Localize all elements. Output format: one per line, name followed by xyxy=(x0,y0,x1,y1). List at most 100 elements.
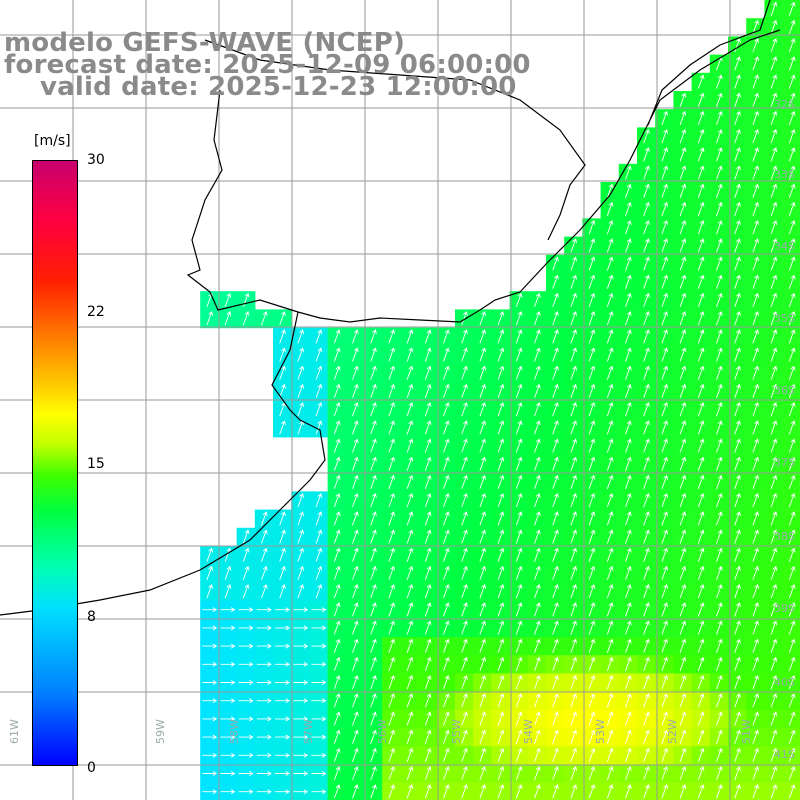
wind-arrow xyxy=(788,274,796,289)
wind-arrow xyxy=(275,680,290,685)
wind-arrow xyxy=(770,347,778,362)
wind-arrow xyxy=(534,602,541,617)
wind-arrow xyxy=(297,511,305,526)
wind-arrow xyxy=(388,729,396,744)
wind-arrow xyxy=(752,38,760,53)
wind-arrow xyxy=(716,220,723,235)
wind-arrow xyxy=(606,220,614,235)
wind-arrow xyxy=(333,729,341,744)
wind-arrow xyxy=(788,19,796,35)
wind-arrow xyxy=(220,661,236,667)
wind-arrow xyxy=(461,529,468,544)
wind-arrow xyxy=(202,771,218,776)
wind-arrow xyxy=(734,511,741,526)
wind-arrow xyxy=(770,147,778,162)
wind-arrow xyxy=(552,584,559,599)
wind-arrow xyxy=(443,620,450,635)
wind-arrow xyxy=(697,602,705,617)
wind-arrow xyxy=(716,292,723,308)
wind-arrow xyxy=(570,420,578,435)
wind-arrow xyxy=(606,766,614,781)
wind-arrow xyxy=(625,347,632,362)
wind-arrow xyxy=(625,292,632,308)
wind-arrow xyxy=(752,420,760,435)
wind-arrow xyxy=(679,402,687,417)
wind-arrow xyxy=(497,365,505,380)
wind-arrow xyxy=(424,747,432,763)
wind-arrow xyxy=(388,693,396,708)
wind-arrow xyxy=(424,784,432,799)
wind-arrow xyxy=(261,584,268,599)
wind-arrow xyxy=(461,620,468,635)
wind-arrow xyxy=(734,220,741,235)
wind-arrow xyxy=(716,311,723,326)
wind-arrow xyxy=(534,638,541,653)
wind-arrow xyxy=(752,92,760,107)
wind-arrow xyxy=(352,584,359,599)
wind-arrow xyxy=(242,529,250,544)
wind-arrow xyxy=(424,329,432,344)
wind-arrow xyxy=(424,729,432,744)
wind-arrow xyxy=(388,347,396,362)
wind-arrow xyxy=(388,438,396,453)
wind-arrow xyxy=(697,329,705,344)
wind-arrow xyxy=(388,675,396,690)
wind-arrow xyxy=(443,511,450,526)
wind-arrow xyxy=(534,529,541,544)
wind-arrow xyxy=(443,456,450,471)
wind-arrow xyxy=(697,311,705,326)
wind-arrow xyxy=(588,420,596,435)
wind-arrow xyxy=(238,789,254,795)
wind-arrow xyxy=(679,183,687,198)
wind-arrow xyxy=(788,347,796,362)
wind-arrow xyxy=(534,383,541,399)
wind-arrow xyxy=(424,638,432,653)
wind-arrow xyxy=(606,675,614,690)
wind-arrow xyxy=(570,565,578,581)
wind-arrow xyxy=(497,565,505,581)
wind-arrow xyxy=(788,766,796,781)
wind-arrow xyxy=(588,292,596,308)
wind-arrow xyxy=(515,493,523,508)
wind-arrow xyxy=(552,474,559,490)
wind-arrow xyxy=(661,347,669,362)
wind-arrow xyxy=(333,383,341,399)
wind-arrow xyxy=(625,693,632,708)
wind-arrow xyxy=(293,680,309,685)
wind-arrow xyxy=(734,110,741,126)
wind-arrow xyxy=(734,256,741,271)
wind-arrow xyxy=(734,675,741,690)
wind-arrow xyxy=(424,420,432,435)
wind-arrow xyxy=(370,329,377,344)
wind-arrow xyxy=(661,474,669,490)
wind-arrow xyxy=(515,474,523,490)
wind-arrow xyxy=(643,474,650,490)
wind-arrow xyxy=(238,643,254,649)
wind-arrow xyxy=(461,402,468,417)
wind-arrow xyxy=(643,638,650,653)
wind-arrow xyxy=(424,511,432,526)
wind-arrow xyxy=(588,675,596,690)
wind-arrow xyxy=(515,656,523,672)
wind-arrow xyxy=(388,766,396,781)
wind-arrow xyxy=(461,511,468,526)
wind-arrow xyxy=(406,620,414,635)
wind-arrow xyxy=(643,747,650,763)
wind-arrow xyxy=(606,183,614,198)
wind-arrow xyxy=(570,529,578,544)
wind-arrow xyxy=(534,711,541,726)
wind-arrow xyxy=(734,784,741,799)
wind-arrow xyxy=(606,438,614,453)
wind-arrow xyxy=(625,511,632,526)
wind-arrow xyxy=(238,698,254,704)
wind-arrow xyxy=(679,620,687,635)
wind-arrow xyxy=(206,565,214,581)
wind-arrow xyxy=(352,747,359,763)
wind-arrow xyxy=(333,529,341,544)
wind-arrow xyxy=(388,493,396,508)
wind-arrow xyxy=(734,383,741,399)
wind-arrow xyxy=(275,661,290,667)
wind-arrow xyxy=(534,456,541,471)
wind-arrow xyxy=(752,383,760,399)
wind-arrow xyxy=(770,201,778,217)
